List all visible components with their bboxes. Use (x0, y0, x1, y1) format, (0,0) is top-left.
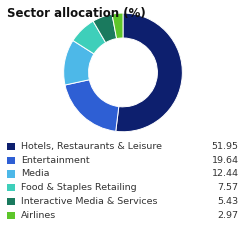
Text: 2.97: 2.97 (218, 211, 239, 220)
Text: Media: Media (21, 169, 49, 178)
Text: 5.43: 5.43 (217, 197, 239, 206)
Text: Interactive Media & Services: Interactive Media & Services (21, 197, 157, 206)
Text: 51.95: 51.95 (212, 142, 239, 151)
Text: Food & Staples Retailing: Food & Staples Retailing (21, 183, 136, 192)
Text: Airlines: Airlines (21, 211, 56, 220)
Text: Hotels, Restaurants & Leisure: Hotels, Restaurants & Leisure (21, 142, 162, 151)
Wedge shape (116, 13, 182, 132)
Text: Sector allocation (%): Sector allocation (%) (7, 7, 146, 20)
Wedge shape (73, 21, 106, 54)
Text: 7.57: 7.57 (218, 183, 239, 192)
Text: 19.64: 19.64 (212, 156, 239, 165)
Text: Entertainment: Entertainment (21, 156, 89, 165)
Wedge shape (64, 40, 94, 85)
Wedge shape (93, 14, 117, 43)
Wedge shape (112, 13, 123, 39)
Wedge shape (65, 80, 119, 131)
Text: 12.44: 12.44 (212, 169, 239, 178)
